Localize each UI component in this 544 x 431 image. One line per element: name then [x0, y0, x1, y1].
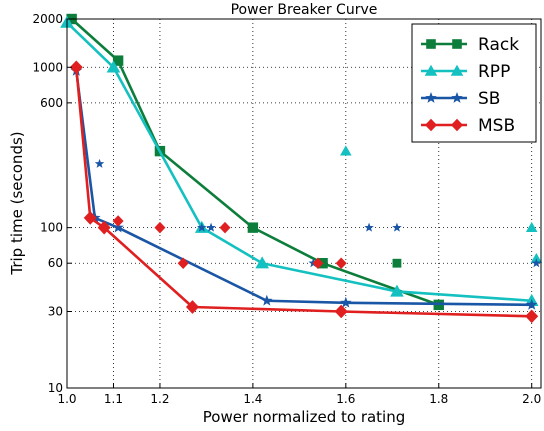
scatter-point-sb: [94, 158, 105, 168]
series-line-rpp: [66, 21, 532, 303]
x-tick-label: 1.6: [336, 392, 355, 406]
x-tick-label: 2.0: [522, 392, 541, 406]
scatter-point-msb: [177, 257, 189, 269]
scatter-point-msb: [112, 215, 124, 227]
scatter-point-rpp: [525, 221, 538, 233]
legend-item-msb: MSB: [421, 116, 515, 136]
point-sb: [340, 296, 352, 308]
legend-marker-msb: [451, 118, 463, 132]
series-line-rack: [70, 18, 440, 307]
legend-marker-rack: [426, 39, 436, 49]
legend-marker-sb: [425, 92, 437, 103]
x-tick-label: 1.8: [429, 392, 448, 406]
y-tick-label: 100: [40, 221, 63, 235]
point-msb: [185, 300, 199, 314]
x-tick-label: 1.1: [104, 392, 123, 406]
y-tick-label: 60: [48, 256, 63, 270]
series-line-sb: [75, 70, 532, 307]
series-layer: [60, 13, 543, 324]
legend-item-rack: Rack: [421, 35, 519, 55]
point-sb: [526, 298, 538, 310]
point-sb: [112, 221, 124, 233]
scatter-point-msb: [335, 257, 347, 269]
point-msb: [69, 60, 83, 75]
y-tick-label: 10: [48, 381, 63, 395]
scatter-point-rack: [392, 258, 402, 268]
point-rack: [247, 222, 259, 233]
point-rack: [112, 55, 124, 66]
scatter-point-msb: [219, 221, 231, 234]
legend-item-rpp: RPP: [421, 62, 510, 82]
scatter-point-msb: [154, 221, 166, 234]
y-tick-label: 30: [48, 304, 63, 318]
point-rpp: [106, 60, 121, 73]
plot-frame: [66, 18, 542, 389]
legend-marker-msb: [425, 118, 437, 132]
legend-marker-sb: [451, 92, 463, 103]
legend-label-sb: SB: [478, 89, 500, 109]
scatter-point-sb: [392, 222, 402, 232]
point-rpp: [390, 284, 404, 297]
legend-marker-rpp: [424, 64, 438, 76]
legend-item-sb: SB: [421, 89, 500, 109]
legend-label-rpp: RPP: [478, 62, 510, 82]
scatter-point-rpp: [530, 252, 543, 264]
scatter-point-rpp: [340, 145, 352, 156]
point-msb: [83, 211, 97, 225]
y-tick-label: 1000: [32, 60, 63, 74]
scatter-point-sb: [206, 222, 216, 232]
legend-marker-rpp: [450, 64, 464, 76]
chart-title: Power Breaker Curve: [231, 2, 378, 18]
scatter-point-sb: [364, 222, 374, 232]
x-tick-label: 1.0: [57, 392, 76, 406]
ticks: 1.0 1.1 1.2 1.4 1.6 1.8 2.0 10 30 60 100 600 1000 200…: [32, 12, 541, 406]
legend-label-rack: Rack: [478, 35, 519, 55]
scatter-point-msb: [312, 257, 324, 269]
x-tick-label: 1.2: [150, 392, 169, 406]
legend-marker-rack: [452, 39, 462, 49]
y-tick-label: 600: [40, 96, 63, 110]
series-line-msb: [74, 67, 532, 318]
point-sb: [261, 294, 273, 306]
point-rpp: [255, 256, 270, 269]
x-tick-label: 1.4: [243, 392, 262, 406]
series-msb: [69, 60, 539, 324]
y-axis-title: Trip time (seconds): [8, 131, 26, 275]
point-msb: [97, 220, 111, 235]
x-axis-title: Power normalized to rating: [203, 408, 406, 426]
point-msb: [525, 309, 539, 324]
series-sb: [70, 64, 542, 310]
scatter-point-sb: [531, 258, 542, 268]
legend-label-msb: MSB: [478, 116, 515, 136]
point-msb: [334, 304, 348, 319]
scatter-point-sb: [197, 222, 207, 232]
y-tick-label: 2000: [32, 12, 63, 26]
legend: Rack RPP SB MSB: [411, 23, 537, 143]
